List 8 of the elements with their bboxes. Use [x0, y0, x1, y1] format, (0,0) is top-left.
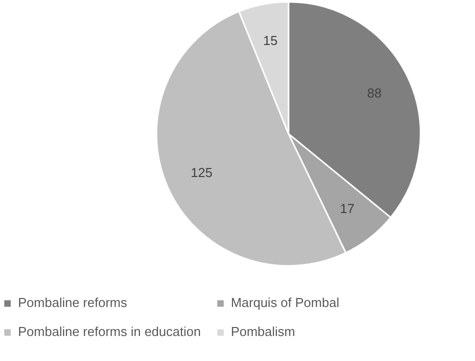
legend-label: Pombaline reforms in education — [18, 324, 201, 339]
data-label: 17 — [340, 201, 355, 216]
legend-label: Pombalism — [230, 324, 296, 339]
data-label: 88 — [367, 86, 382, 101]
legend-label: Marquis of Pombal — [230, 295, 340, 310]
data-label: 15 — [263, 33, 278, 48]
data-label: 125 — [190, 164, 212, 180]
legend-label: Pombaline reforms — [18, 295, 128, 310]
